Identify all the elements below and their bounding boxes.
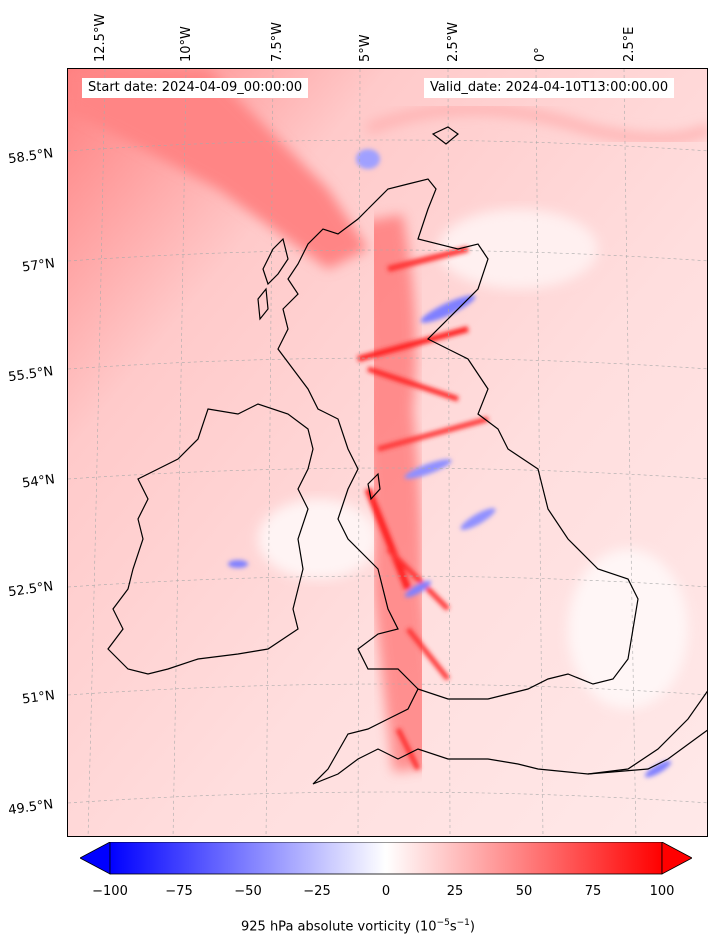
field-pale-east-anglia (568, 549, 688, 709)
lon-label-10w: 10°W (179, 26, 194, 62)
lon-label-0: 0° (533, 47, 548, 62)
colorbar-tick: 75 (584, 884, 602, 899)
field-small-features (228, 149, 672, 778)
lon-label-5w: 5°W (358, 34, 373, 62)
lat-label-54n: 54°N (21, 472, 56, 492)
graticule (68, 69, 707, 836)
lat-label-58-5n: 58.5°N (7, 146, 55, 168)
field-streak-north (366, 104, 707, 144)
colorbar-tick: −25 (303, 884, 331, 899)
field-spine-britain (353, 214, 443, 773)
colorbar-tick: −75 (165, 884, 193, 899)
lat-label-52-5n: 52.5°N (7, 579, 55, 601)
colorbar-tick: −50 (234, 884, 262, 899)
lat-label-49-5n: 49.5°N (7, 797, 55, 819)
colorbar-max-extend (661, 841, 693, 875)
colorbar-tick: 25 (446, 884, 464, 899)
coastlines (107, 126, 707, 785)
field-band-northwest (68, 69, 368, 269)
lon-label-2-5e: 2.5°E (622, 26, 637, 62)
colorbar-label: 925 hPa absolute vorticity (10−5s−1) (241, 918, 475, 935)
lat-label-51n: 51°N (21, 688, 56, 708)
lon-label-7-5w: 7.5°W (270, 21, 285, 62)
colorbar-gradient (109, 841, 663, 875)
valid-date-label: Valid_date: 2024-04-10T13:00:00.00 (424, 78, 675, 98)
start-date-label: Start date: 2024-04-09_00:00:00 (82, 78, 309, 98)
lat-label-55-5n: 55.5°N (7, 364, 55, 386)
colorbar (79, 841, 693, 882)
colorbar-tick: 100 (649, 884, 675, 899)
vorticity-field (68, 69, 707, 836)
colorbar-tick: 0 (381, 884, 391, 899)
lon-label-2-5w: 2.5°W (446, 21, 461, 62)
colorbar-tick: 50 (515, 884, 533, 899)
lat-label-57n: 57°N (21, 256, 56, 276)
colorbar-min-extend (79, 841, 111, 875)
colorbar-tick: −100 (92, 884, 128, 899)
field-pale-north-sea (438, 209, 598, 289)
vorticity-map (67, 68, 708, 837)
lon-label-12-5w: 12.5°W (93, 13, 108, 62)
field-pale-irish-sea (258, 499, 378, 579)
